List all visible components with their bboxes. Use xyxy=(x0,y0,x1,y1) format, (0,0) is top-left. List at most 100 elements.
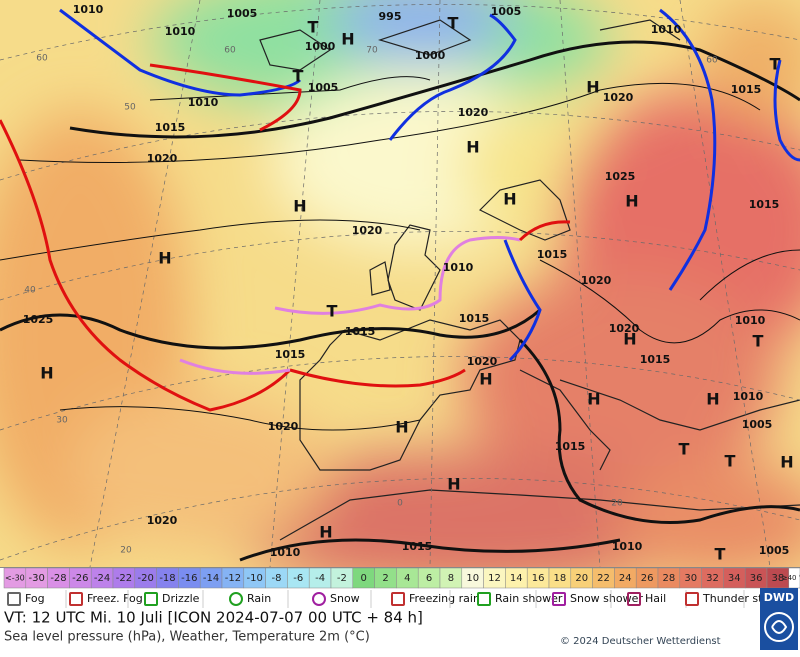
pressure-center: H xyxy=(587,390,600,409)
isobar-label: 1010 xyxy=(735,314,766,327)
isobar-label: 1015 xyxy=(731,83,762,96)
pressure-center: H xyxy=(395,418,408,437)
pressure-center: H xyxy=(625,192,638,211)
scale-label: 6 xyxy=(426,573,432,584)
pressure-center: H xyxy=(586,78,599,97)
dwd-logo-mark xyxy=(764,612,794,642)
dwd-logo-swirl xyxy=(771,620,788,634)
isobar-label: 1015 xyxy=(749,198,780,211)
copyright: © 2024 Deutscher Wetterdienst xyxy=(560,636,721,647)
scale-label: -6 xyxy=(293,573,303,584)
isobar-label: 1010 xyxy=(733,390,764,403)
isobar-label: 1020 xyxy=(147,152,178,165)
pressure-center: H xyxy=(706,390,719,409)
pressure-center: T xyxy=(293,67,304,86)
graticule xyxy=(0,0,800,567)
isobar-label: 1020 xyxy=(581,274,612,287)
weather-icon xyxy=(7,592,21,606)
grid-label: 20 xyxy=(611,499,623,509)
weather-label: Snow shower xyxy=(570,592,643,605)
isobar-label: 1005 xyxy=(491,5,522,18)
isobar-label: 1010 xyxy=(73,3,104,16)
isobar-label: 1015 xyxy=(640,353,671,366)
scale-label: 24 xyxy=(619,573,632,584)
pressure-center: H xyxy=(447,475,460,494)
weather-icon xyxy=(69,592,83,606)
pressure-center: T xyxy=(725,452,736,471)
isobar-label: 1005 xyxy=(759,544,790,557)
isobar-label: 1020 xyxy=(458,106,489,119)
pressure-center: H xyxy=(780,453,793,472)
isobar-label: 1020 xyxy=(268,420,299,433)
scale-label: -28 xyxy=(50,573,66,584)
scale-label: -22 xyxy=(116,573,132,584)
isobar-label: 995 xyxy=(379,10,402,23)
weather-icon xyxy=(685,592,699,606)
scale-label: 34 xyxy=(728,573,741,584)
weather-label: Snow xyxy=(330,592,360,605)
isobar-label: 1020 xyxy=(609,322,640,335)
isobar-label: 1015 xyxy=(155,121,186,134)
map: 1010 1010 1005 995 1005 1010 1000 1000 1005 1010 1… xyxy=(0,0,800,567)
pressure-center: T xyxy=(753,332,764,351)
scale-label: 14 xyxy=(510,573,523,584)
isobar-label: 1015 xyxy=(555,440,586,453)
isobar-label: 1005 xyxy=(308,81,339,94)
grid-label: 60 xyxy=(706,56,718,66)
grid-label: 50 xyxy=(124,103,136,113)
scale-label: -20 xyxy=(138,573,154,584)
weather-icon xyxy=(552,592,566,606)
isobar-label: 1010 xyxy=(443,261,474,274)
pressure-center: T xyxy=(327,302,338,321)
weather-label: Freezing rain xyxy=(409,592,480,605)
pressure-center: H xyxy=(319,523,332,542)
scale-label: 16 xyxy=(532,573,545,584)
isobar-label: 1005 xyxy=(227,7,258,20)
pressure-center: T xyxy=(715,545,726,564)
pressure-center: H xyxy=(293,197,306,216)
pressure-center: H xyxy=(503,190,516,209)
isobars xyxy=(0,40,800,562)
valid-time: VT: 12 UTC Mi. 10 Juli [ICON 2024-07-07 … xyxy=(4,609,423,627)
weather-icon xyxy=(144,592,158,606)
pressure-center: T xyxy=(448,14,459,33)
scale-high-label: ≥40 °C xyxy=(782,574,800,582)
scale-label: 28 xyxy=(663,573,676,584)
isobar-label: 1020 xyxy=(147,514,178,527)
isobar-label: 1000 xyxy=(415,49,446,62)
pressure-center: T xyxy=(308,18,319,37)
isobar-label: 1015 xyxy=(345,325,376,338)
pressure-center: H xyxy=(479,370,492,389)
scale-label: 36 xyxy=(750,573,763,584)
description: Sea level pressure (hPa), Weather, Tempe… xyxy=(4,630,370,645)
scale-label: -10 xyxy=(247,573,263,584)
weather-label: Rain xyxy=(247,592,271,605)
grid-label: 70 xyxy=(366,46,378,56)
scale-label: 22 xyxy=(597,573,610,584)
temperature-scale: <-30 -30 -28 -26 -24 -22 -20 -18 -16 -14 -12 -10 -8-… xyxy=(3,567,800,589)
isobar-label: 1000 xyxy=(305,40,336,53)
scale-label: 26 xyxy=(641,573,654,584)
scale-label: -8 xyxy=(272,573,282,584)
scale-label: 32 xyxy=(706,573,719,584)
scale-label: 30 xyxy=(684,573,697,584)
fronts xyxy=(0,8,800,412)
isobar-label: 1015 xyxy=(402,540,433,553)
grid-label: 20 xyxy=(120,546,132,556)
scale-label: -30 xyxy=(29,573,45,584)
scale-label: 0 xyxy=(361,573,367,584)
scale-label: 4 xyxy=(404,573,410,584)
isobar-label: 1025 xyxy=(23,313,54,326)
pressure-center: H xyxy=(158,249,171,268)
scale-label: -24 xyxy=(94,573,110,584)
isobar-label: 1015 xyxy=(275,348,306,361)
weather-icon xyxy=(391,592,405,606)
temperature-field xyxy=(0,0,800,567)
weather-label: Freez. Fog xyxy=(87,592,143,605)
weather-label: Fog xyxy=(25,592,45,605)
pressure-center: H xyxy=(40,364,53,383)
scale-label: 10 xyxy=(466,573,479,584)
isobar-label: 1020 xyxy=(603,91,634,104)
grid-label: 0 xyxy=(397,499,403,509)
grid-label: 30 xyxy=(56,416,68,426)
